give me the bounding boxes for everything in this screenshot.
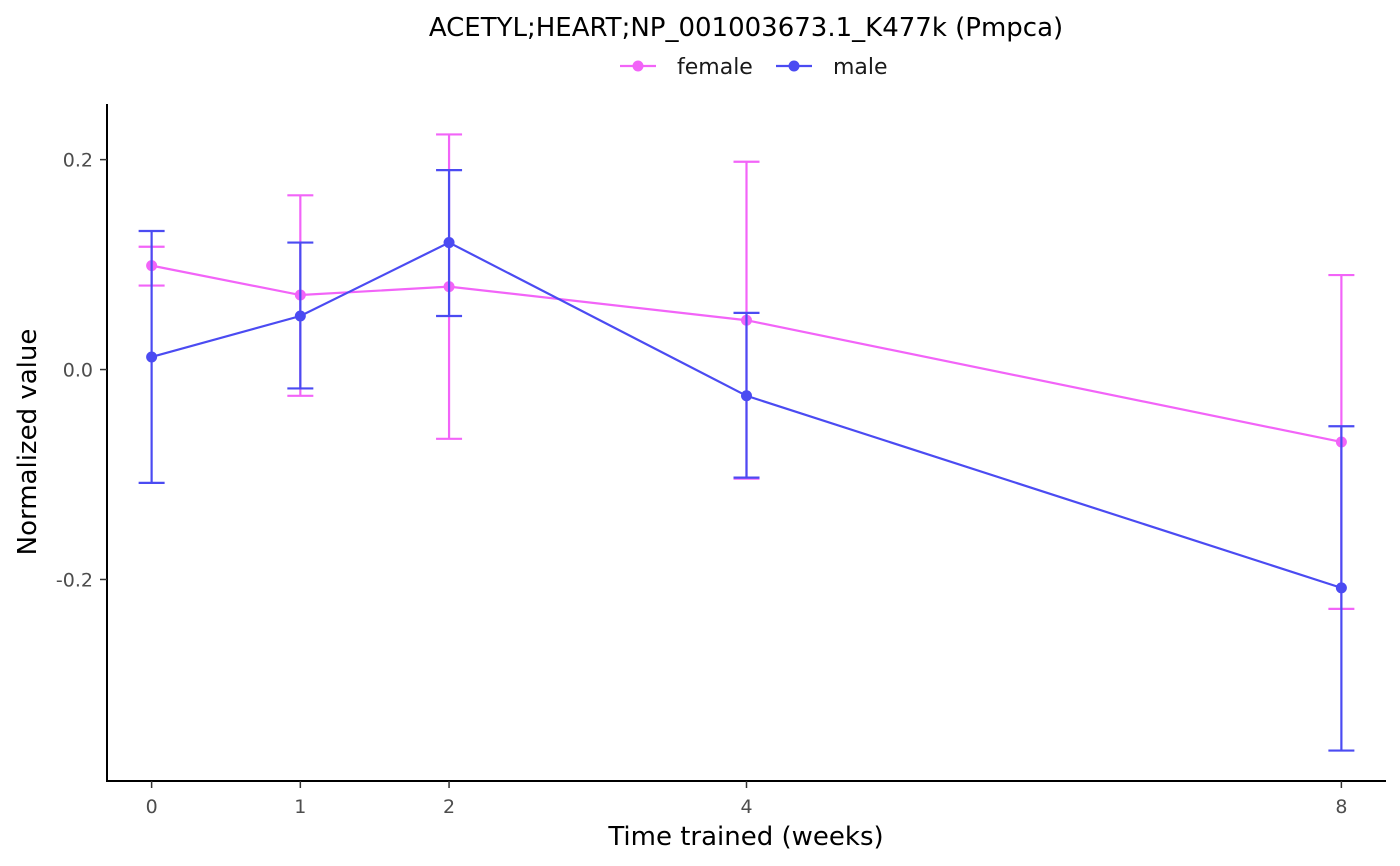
data-point [294,310,306,322]
legend-item-male: male [776,55,888,80]
legend-item-female: female [620,55,753,80]
x-tick-label: 1 [294,796,306,818]
data-point [1335,582,1347,594]
data-point [443,237,455,249]
x-axis-ticks: 0 1 2 4 8 [146,781,1347,818]
y-tick-label: 0.2 [63,150,93,172]
y-tick-label: -0.2 [56,569,93,591]
data-point [146,351,158,363]
legend-label: male [833,55,888,80]
legend: female male [620,55,888,80]
y-axis-title: Normalized value [13,329,43,556]
y-tick-label: 0.0 [63,360,93,382]
chart-title: ACETYL;HEART;NP_001003673.1_K477k (Pmpca… [429,13,1063,43]
x-tick-label: 0 [146,796,158,818]
legend-label: female [677,55,753,80]
y-axis-ticks: -0.2 0.0 0.2 [56,150,107,591]
legend-swatch-point [788,60,800,72]
legend-swatch-point [632,60,644,72]
x-axis-title: Time trained (weeks) [607,822,883,852]
series-male [138,169,1355,752]
x-tick-label: 4 [740,796,752,818]
plot-area [138,133,1355,752]
data-point [741,390,752,402]
x-tick-label: 2 [443,796,455,818]
x-tick-label: 8 [1335,796,1347,818]
